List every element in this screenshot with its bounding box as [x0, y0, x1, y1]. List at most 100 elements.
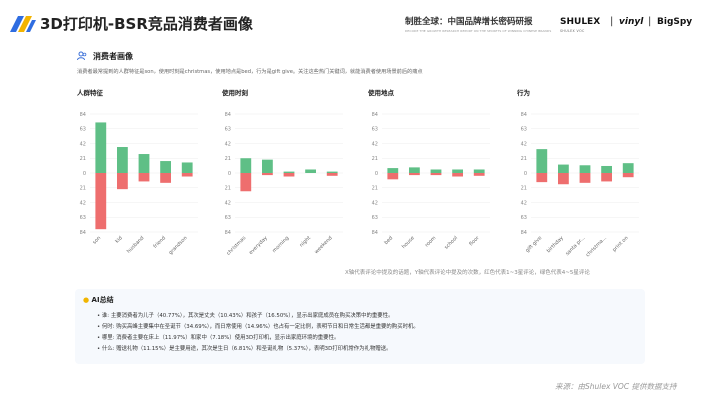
slogan-subtitle: DECODE THE GROWTH RESEARCH REPORT ON THE…: [405, 29, 552, 33]
chart-crowd: 84 63 42 21 0 21 42 63 84 son kid husband friend gran…: [80, 112, 198, 256]
x-category-label: school: [443, 235, 459, 251]
bar-positive: [387, 168, 399, 173]
y-tick-label: 21: [372, 186, 378, 192]
bar-positive: [409, 167, 420, 173]
bar-positive: [283, 171, 295, 173]
x-category-label: bed: [383, 235, 394, 246]
chart-title-location: 使用地点: [368, 89, 394, 97]
x-category-label: santa pr...: [564, 235, 586, 257]
y-tick-label: 84: [372, 112, 378, 118]
y-tick-label: 42: [372, 200, 378, 206]
ai-summary-card: ● AI总结 • 谁: 主要消费者为儿子（40.77%），其次是丈夫（10.43…: [75, 289, 645, 364]
y-tick-label: 0: [375, 171, 378, 177]
bar-negative: [409, 173, 420, 176]
y-tick-label: 84: [521, 112, 527, 118]
bar-negative: [452, 173, 463, 177]
bar-positive: [160, 161, 171, 173]
y-tick-label: 0: [524, 171, 527, 177]
bar-positive: [452, 169, 463, 173]
x-category-label: kid: [114, 235, 124, 245]
bar-positive: [579, 165, 591, 173]
x-category-label: birthday: [546, 235, 565, 254]
y-tick-label: 42: [225, 200, 231, 206]
bar-negative: [240, 173, 252, 192]
x-category-label: night: [299, 235, 312, 248]
app-logo-icon: [10, 16, 36, 32]
x-category-label: husband: [126, 235, 145, 254]
axis-legend-note: X轴代表评论中提及的话题，Y轴代表评论中提及的次数，红色代表1~3星评论，绿色代…: [345, 270, 590, 276]
y-tick-label: 63: [372, 127, 378, 133]
y-tick-label: 21: [521, 156, 527, 162]
bar-positive: [430, 169, 442, 173]
x-category-label: room: [424, 235, 437, 248]
y-tick-label: 0: [83, 171, 86, 177]
chart-title-time: 使用时刻: [222, 89, 248, 97]
bar-negative: [283, 173, 295, 177]
y-tick-label: 42: [80, 141, 86, 147]
bar-negative: [601, 173, 612, 182]
bar-negative: [536, 173, 548, 183]
ai-summary-line: • 何时: 购买高峰主要集中在圣诞节（34.69%），而日常使用（14.96%）…: [97, 324, 419, 330]
y-tick-label: 84: [372, 230, 378, 236]
lightbulb-icon: ●: [83, 296, 90, 304]
bar-negative: [262, 173, 273, 176]
y-tick-label: 21: [372, 156, 378, 162]
y-tick-label: 21: [80, 186, 86, 192]
bar-negative: [160, 173, 171, 183]
section-description: 消费者最常提到的人群特征是son，使用时刻是christmas，使用地点是bed…: [77, 69, 423, 75]
bar-positive: [95, 122, 107, 173]
y-tick-label: 42: [521, 200, 527, 206]
bar-negative: [558, 173, 569, 185]
bar-positive: [181, 162, 193, 173]
x-category-label: christmas: [226, 235, 248, 257]
y-tick-label: 84: [225, 230, 231, 236]
bar-negative: [138, 173, 150, 182]
x-category-label: house: [401, 235, 416, 250]
header-brand-bar: 制胜全球：中国品牌增长密码研报 DECODE THE GROWTH RESEAR…: [405, 12, 715, 38]
y-tick-label: 63: [521, 127, 527, 133]
bar-negative: [387, 173, 399, 180]
section-title: 消费者画像: [93, 52, 133, 61]
x-category-label: gift give: [525, 235, 544, 254]
x-category-label: everyday: [248, 235, 269, 256]
bar-positive: [326, 171, 338, 173]
y-tick-label: 84: [80, 230, 86, 236]
y-tick-label: 63: [80, 127, 86, 133]
ai-summary-label: AI总结: [91, 296, 114, 304]
bar-negative: [326, 173, 338, 176]
x-category-label: floor: [468, 235, 481, 248]
chart-title-behavior: 行为: [517, 89, 530, 97]
bar-negative: [579, 173, 591, 183]
brand-shulex: SHULEX: [560, 17, 601, 27]
bar-positive: [601, 165, 612, 173]
bar-negative: [430, 173, 442, 176]
y-tick-label: 63: [521, 215, 527, 221]
ai-summary-line: • 谁: 主要消费者为儿子（40.77%），其次是丈夫（10.43%）和孩子（1…: [97, 313, 394, 319]
bar-positive: [240, 158, 252, 173]
y-tick-label: 42: [225, 141, 231, 147]
x-category-label: grandson: [168, 235, 189, 256]
footer-source-note: 来源：由Shulex VOC 提供数据支持: [555, 382, 677, 391]
y-tick-label: 63: [372, 215, 378, 221]
slogan: 制胜全球：中国品牌增长密码研报: [405, 17, 533, 27]
bar-positive: [117, 147, 128, 173]
bar-positive: [305, 169, 316, 173]
y-tick-label: 21: [225, 186, 231, 192]
x-category-label: christma...: [585, 235, 608, 258]
x-category-label: print on: [612, 235, 630, 253]
users-icon: [77, 51, 87, 61]
y-tick-label: 63: [80, 215, 86, 221]
y-tick-label: 21: [521, 186, 527, 192]
brand-shulex-sub: SHULEX VOC: [560, 29, 585, 33]
y-tick-label: 21: [225, 156, 231, 162]
brand-vinyl: vinyl: [619, 17, 644, 27]
x-category-label: son: [92, 235, 102, 245]
bar-negative: [622, 173, 634, 178]
bar-positive: [473, 169, 485, 173]
ai-summary-line: • 哪里: 消费者主要在床上（11.97%）和家中（7.18%）使用3D打印机，…: [97, 335, 340, 341]
brand-separator: |: [648, 16, 652, 27]
y-tick-label: 84: [80, 112, 86, 118]
y-tick-label: 0: [228, 171, 231, 177]
